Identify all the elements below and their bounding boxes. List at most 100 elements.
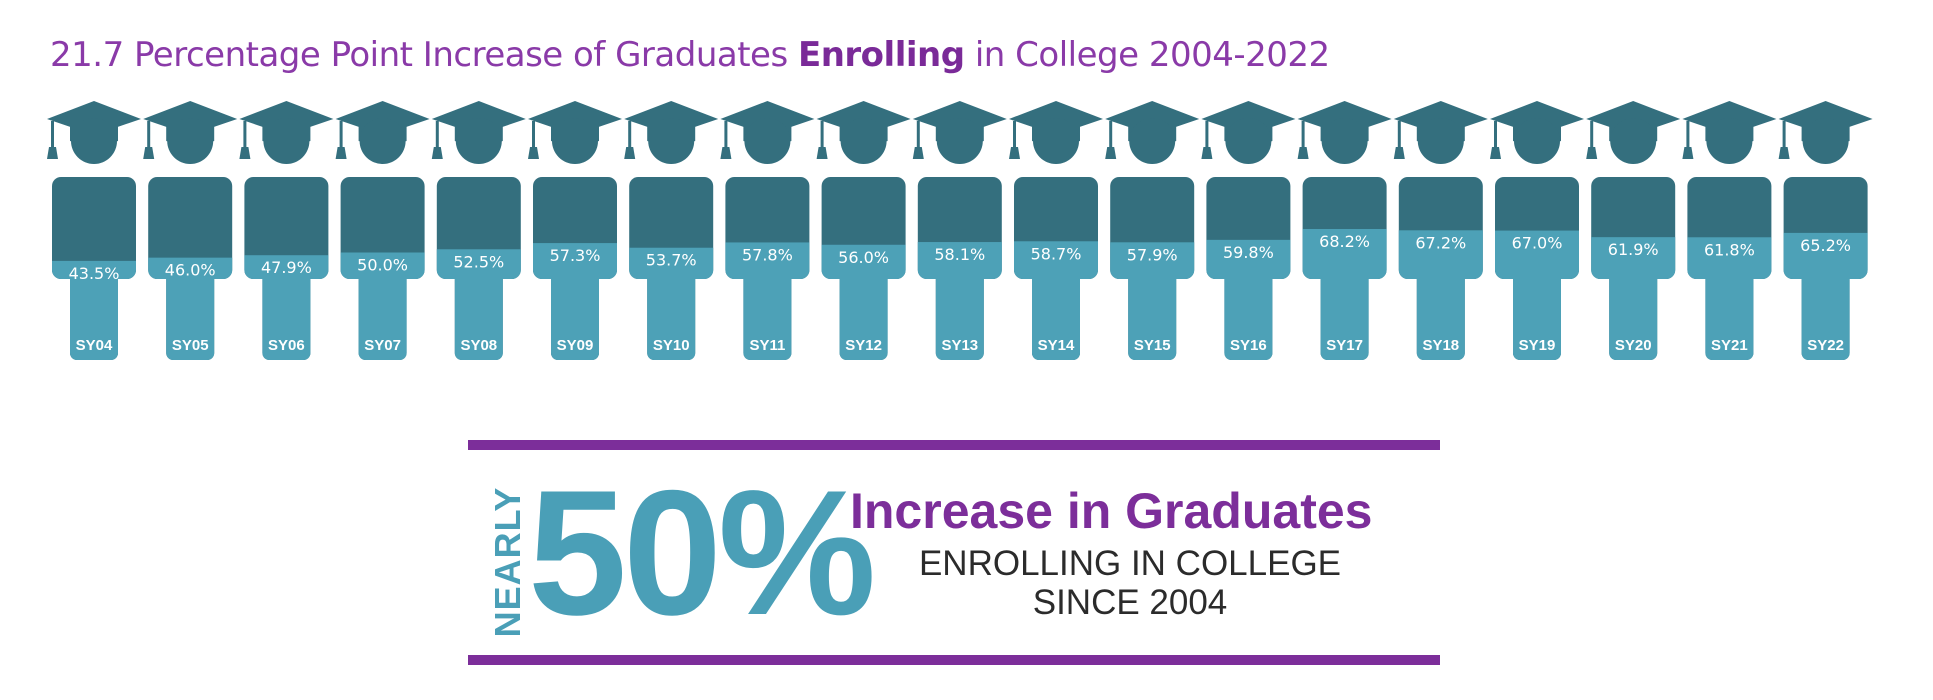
head-icon [1129,118,1176,164]
tassel-cord [339,121,343,147]
title-emphasis: Enrolling [797,35,965,75]
value-label: 61.8% [1704,240,1755,259]
graduate-figure: 56.0% SY12 [816,101,911,360]
graduate-figure: 67.0% SY19 [1490,101,1584,360]
category-label: SY14 [1038,337,1075,354]
chart-title: 21.7 Percentage Point Increase of Gradua… [50,35,1330,75]
graduate-figure: 58.1% SY13 [912,101,1007,360]
tassel-icon [1105,147,1117,159]
tassel-icon [528,147,539,159]
category-label: SY13 [941,337,978,354]
callout-top-rule [468,440,1440,450]
graduate-figure: 57.8% SY11 [720,101,815,360]
category-label: SY12 [845,337,882,354]
value-label: 58.7% [1031,244,1082,263]
tassel-icon [912,147,924,159]
value-label: 46.0% [165,261,216,280]
value-label: 59.8% [1223,243,1274,262]
tassel-cord [1494,121,1497,147]
tassel-cord [628,121,632,147]
tassel-icon [1682,147,1694,159]
head-icon [1417,118,1464,164]
category-label: SY16 [1230,337,1267,354]
value-label: 47.9% [261,258,312,277]
tassel-cord [147,121,151,147]
tassel-icon [1778,147,1790,159]
head-icon [1321,118,1368,164]
value-label: 58.1% [934,245,985,264]
head-icon [1514,118,1560,164]
tassel-icon [1201,147,1213,159]
tassel-cord [1301,121,1305,147]
value-label: 61.9% [1608,240,1659,259]
category-label: SY22 [1807,337,1844,354]
graduate-figure: 57.3% SY09 [528,101,622,360]
tassel-icon [431,147,443,159]
graduate-figure: 57.9% SY15 [1105,101,1200,360]
value-label: 67.0% [1512,234,1563,253]
value-label: 57.9% [1127,245,1178,264]
tassel-icon [624,147,636,159]
tassel-cord [724,121,728,147]
category-label: SY19 [1519,337,1556,354]
title-suffix: in College 2004-2022 [964,35,1330,75]
callout-bottom-rule [468,655,1440,665]
head-icon [552,118,598,164]
tassel-icon [47,147,58,159]
head-icon [1610,118,1657,164]
tassel-cord [51,121,54,147]
head-icon [936,118,983,164]
category-label: SY11 [749,337,785,354]
head-icon [840,118,887,164]
category-label: SY05 [172,337,209,354]
category-label: SY08 [460,337,497,354]
head-icon [1225,118,1272,164]
value-label: 56.0% [838,248,889,267]
value-label: 65.2% [1800,236,1851,255]
category-label: SY04 [76,337,113,354]
graduate-figure: 47.9% SY06 [239,101,334,360]
category-label: SY09 [557,337,594,354]
value-label: 67.2% [1415,233,1466,252]
value-label: 53.7% [646,251,697,270]
head-icon [359,118,406,164]
graduate-figure: 65.2% SY22 [1778,101,1873,360]
value-label: 52.5% [453,252,504,271]
graduate-figure: 59.8% SY16 [1201,101,1296,360]
head-icon [455,118,502,164]
category-label: SY10 [653,337,690,354]
graduate-figure: 50.0% SY07 [335,101,430,360]
callout-big-number: 50% [528,453,876,652]
tassel-cord [1397,121,1401,147]
graduate-figure: 46.0% SY05 [143,101,238,360]
torso-icon [52,177,136,279]
tassel-cord [1205,121,1209,147]
value-label: 68.2% [1319,232,1370,251]
head-icon [1706,118,1753,164]
tassel-icon [1009,147,1020,159]
graduates-chart: 43.5% SY04 46.0% SY05 47.9% SY06 50.0% SY07 52.5… [47,101,1873,360]
tassel-icon [335,147,347,159]
category-label: SY07 [364,337,401,354]
head-icon [167,118,214,164]
category-label: SY17 [1326,337,1363,354]
graduate-figure: 58.7% SY14 [1009,101,1103,360]
callout-subline-1: ENROLLING IN COLLEGE [918,544,1342,583]
graduate-figure: 61.8% SY21 [1682,101,1777,360]
tassel-icon [816,147,828,159]
value-label: 57.3% [550,246,601,265]
category-label: SY06 [268,337,305,354]
category-label: SY20 [1615,337,1652,354]
tassel-icon [720,147,732,159]
tassel-cord [916,121,920,147]
tassel-cord [1590,121,1594,147]
tassel-cord [820,121,824,147]
callout-headline: Increase in Graduates [850,483,1373,539]
graduate-figure: 61.9% SY20 [1586,101,1681,360]
callout-subline-2: SINCE 2004 [1032,583,1228,622]
head-icon [1033,118,1079,164]
tassel-cord [435,121,439,147]
callout-nearly: NEARLY [487,486,528,638]
tassel-cord [1109,121,1113,147]
category-label: SY21 [1711,337,1748,354]
